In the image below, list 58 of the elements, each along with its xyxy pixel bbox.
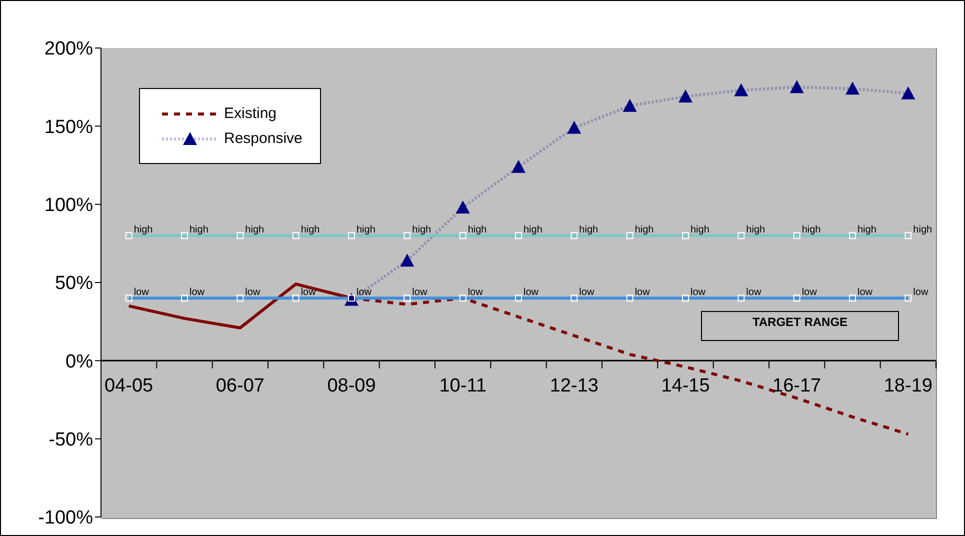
point — [622, 98, 637, 112]
y-tick-label: 100% — [44, 195, 94, 216]
data-label: low — [802, 287, 818, 298]
point — [512, 160, 526, 173]
point — [846, 82, 860, 95]
y-tick-label: 50% — [54, 273, 94, 294]
legend-label: Responsive — [224, 130, 302, 147]
data-label: high — [134, 224, 153, 236]
point — [567, 120, 582, 134]
data-label: low — [524, 287, 540, 298]
point — [790, 80, 804, 94]
y-tick-label: -50% — [48, 430, 94, 451]
y-tick-label: -100% — [38, 508, 94, 529]
x-tick-label: 16-17 — [772, 375, 822, 396]
data-label: high — [356, 224, 376, 236]
data-label: high — [412, 224, 432, 236]
x-tick-label: 12-13 — [550, 375, 598, 396]
data-label: low — [190, 287, 206, 298]
point — [456, 200, 470, 214]
point — [901, 86, 916, 100]
data-label: low — [468, 287, 484, 298]
data-label: low — [690, 287, 706, 298]
data-label: low — [913, 287, 929, 298]
data-label: high — [913, 224, 932, 236]
legend-label: Existing — [224, 105, 277, 122]
data-label: low — [134, 287, 150, 298]
y-tick-label: 150% — [44, 116, 94, 138]
data-label: high — [524, 224, 542, 236]
x-tick-label: 18-19 — [884, 375, 932, 396]
data-label: high — [468, 224, 487, 236]
data-label: low — [858, 287, 874, 298]
annotation: TARGET RANGE — [701, 311, 899, 342]
data-label: low — [579, 287, 595, 298]
data-label: high — [858, 224, 876, 236]
x-tick-label: 10-11 — [439, 375, 486, 396]
x-tick-label: 08-09 — [327, 375, 376, 396]
data-label: high — [746, 224, 766, 236]
data-label: low — [300, 287, 317, 298]
data-label: high — [245, 224, 264, 236]
data-label: high — [802, 224, 821, 236]
x-tick-label: 06-07 — [216, 375, 264, 396]
x-tick-label: 14-15 — [661, 375, 710, 396]
data-label: low — [245, 287, 261, 298]
data-label: high — [690, 224, 710, 236]
data-label: high — [190, 224, 208, 236]
data-label: low — [356, 287, 372, 298]
data-label: low — [746, 287, 762, 298]
data-label: low — [634, 287, 651, 298]
x-tick-label: 04-05 — [104, 375, 154, 396]
point — [400, 254, 414, 267]
point — [678, 89, 692, 102]
data-label: high — [634, 224, 654, 236]
data-label: low — [412, 287, 428, 298]
y-tick-label: 200% — [44, 38, 94, 60]
data-label: high — [300, 224, 320, 236]
point — [734, 83, 748, 96]
y-tick-label: 0% — [66, 351, 94, 372]
data-label: high — [579, 224, 598, 236]
